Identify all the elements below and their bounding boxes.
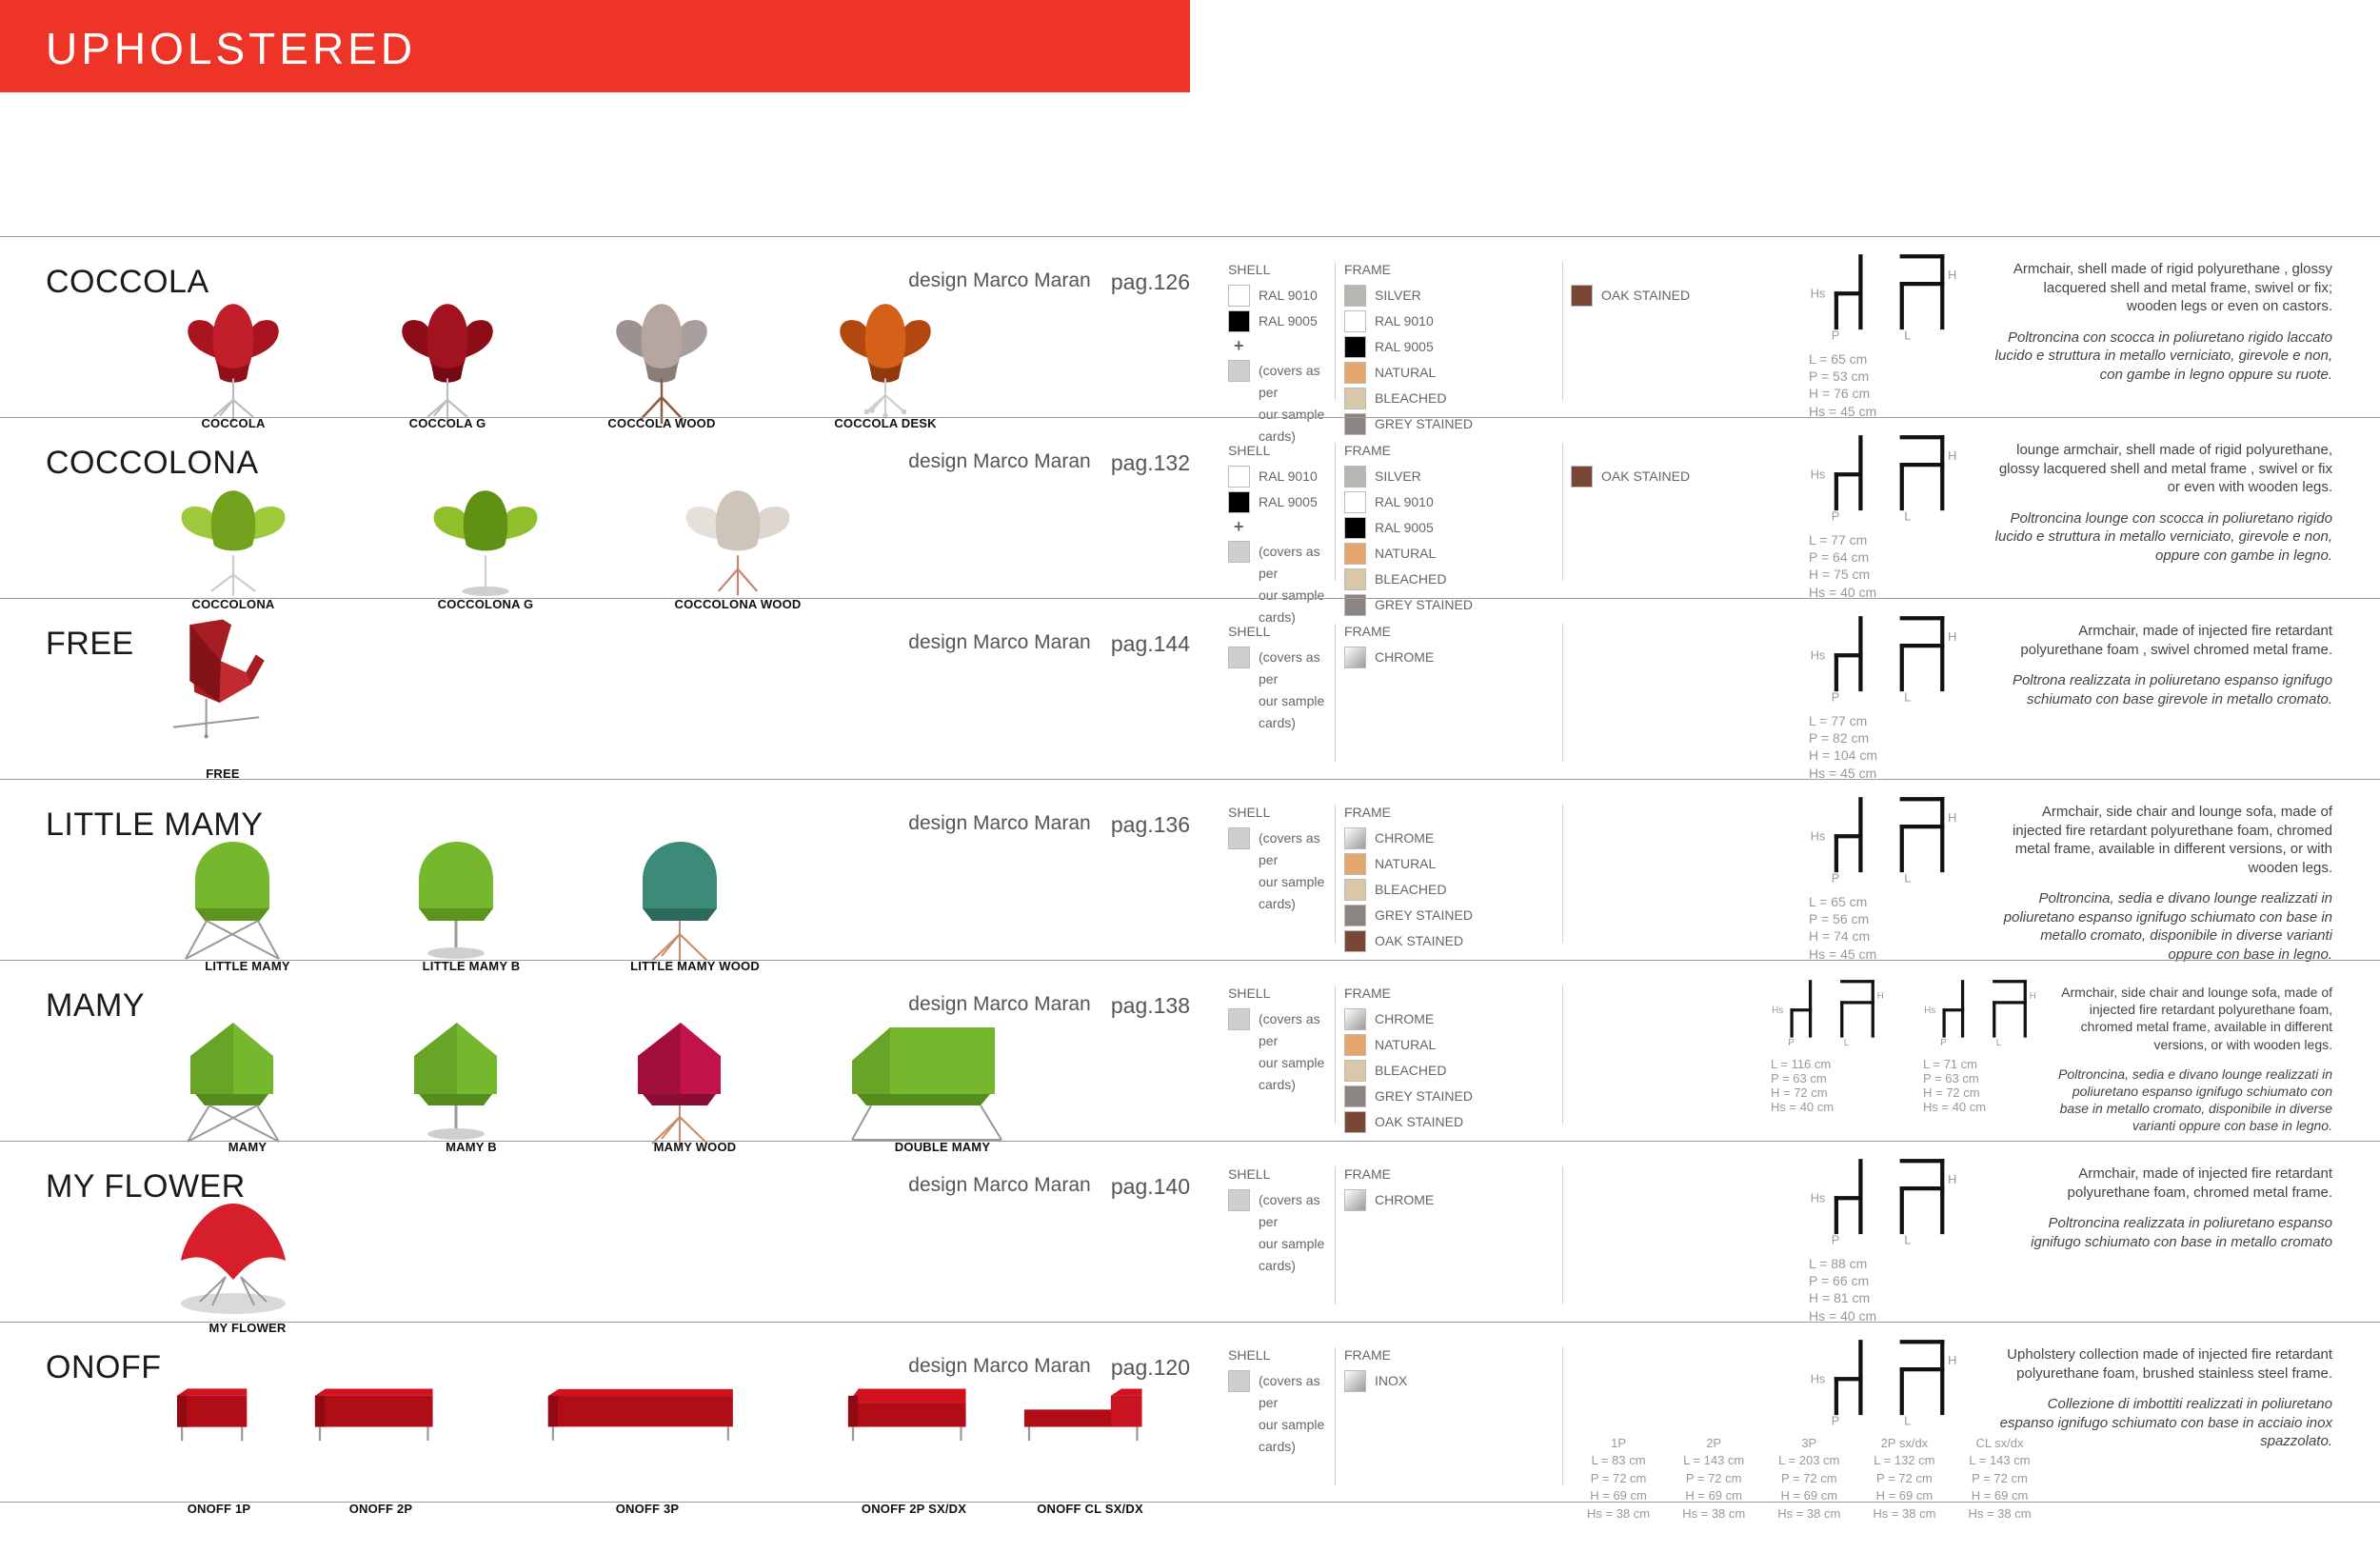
svg-text:L: L — [1996, 1038, 2002, 1048]
svg-text:H: H — [1948, 810, 1956, 825]
svg-text:P: P — [1832, 1233, 1840, 1247]
svg-text:Hs: Hs — [1772, 1005, 1783, 1016]
svg-text:Hs: Hs — [1811, 648, 1826, 663]
svg-text:H: H — [1948, 1172, 1956, 1186]
svg-text:H: H — [1948, 1353, 1956, 1367]
svg-text:P: P — [1832, 509, 1840, 524]
svg-text:Hs: Hs — [1811, 1191, 1826, 1205]
svg-text:H: H — [1948, 629, 1956, 644]
svg-text:P: P — [1940, 1038, 1947, 1048]
svg-text:L: L — [1904, 1414, 1911, 1428]
svg-text:Hs: Hs — [1811, 829, 1826, 844]
svg-text:L: L — [1844, 1038, 1850, 1048]
svg-text:Hs: Hs — [1811, 468, 1826, 482]
svg-text:H: H — [2030, 991, 2036, 1002]
svg-text:H: H — [1948, 268, 1956, 282]
svg-text:P: P — [1832, 1414, 1840, 1428]
svg-text:H: H — [1877, 991, 1884, 1002]
svg-text:H: H — [1948, 448, 1956, 463]
svg-text:P: P — [1832, 329, 1840, 343]
svg-text:Hs: Hs — [1811, 1372, 1826, 1386]
svg-text:L: L — [1904, 871, 1911, 886]
svg-text:L: L — [1904, 1233, 1911, 1247]
svg-text:L: L — [1904, 509, 1911, 524]
svg-text:L: L — [1904, 690, 1911, 705]
svg-text:Hs: Hs — [1811, 287, 1826, 301]
svg-text:L: L — [1904, 329, 1911, 343]
svg-text:P: P — [1788, 1038, 1795, 1048]
svg-text:P: P — [1832, 690, 1840, 705]
svg-text:P: P — [1832, 871, 1840, 886]
svg-text:Hs: Hs — [1924, 1005, 1935, 1016]
